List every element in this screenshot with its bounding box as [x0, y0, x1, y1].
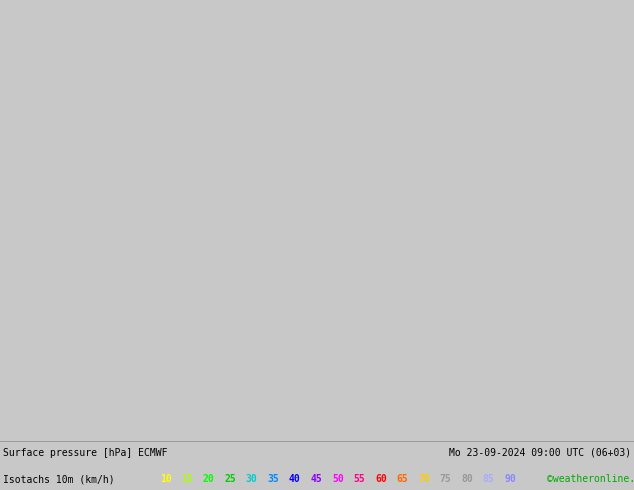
Text: 85: 85: [482, 474, 495, 484]
Text: 90: 90: [504, 474, 516, 484]
Text: 50: 50: [332, 474, 344, 484]
Text: ©weatheronline.co.uk: ©weatheronline.co.uk: [547, 474, 634, 484]
Text: Surface pressure [hPa] ECMWF: Surface pressure [hPa] ECMWF: [3, 447, 167, 458]
Text: 15: 15: [181, 474, 193, 484]
Text: 40: 40: [289, 474, 301, 484]
Text: 30: 30: [246, 474, 257, 484]
Text: 60: 60: [375, 474, 387, 484]
Text: 45: 45: [311, 474, 322, 484]
Text: 70: 70: [418, 474, 430, 484]
Text: 25: 25: [224, 474, 236, 484]
Text: Isotachs 10m (km/h): Isotachs 10m (km/h): [3, 474, 115, 484]
Text: 75: 75: [439, 474, 451, 484]
Text: 35: 35: [268, 474, 279, 484]
Text: 80: 80: [461, 474, 473, 484]
Text: 55: 55: [354, 474, 365, 484]
Text: 10: 10: [160, 474, 171, 484]
Text: 20: 20: [203, 474, 214, 484]
Text: 65: 65: [397, 474, 408, 484]
Text: Mo 23-09-2024 09:00 UTC (06+03): Mo 23-09-2024 09:00 UTC (06+03): [449, 447, 631, 458]
